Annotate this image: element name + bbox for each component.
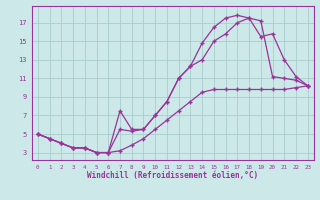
X-axis label: Windchill (Refroidissement éolien,°C): Windchill (Refroidissement éolien,°C) (87, 171, 258, 180)
